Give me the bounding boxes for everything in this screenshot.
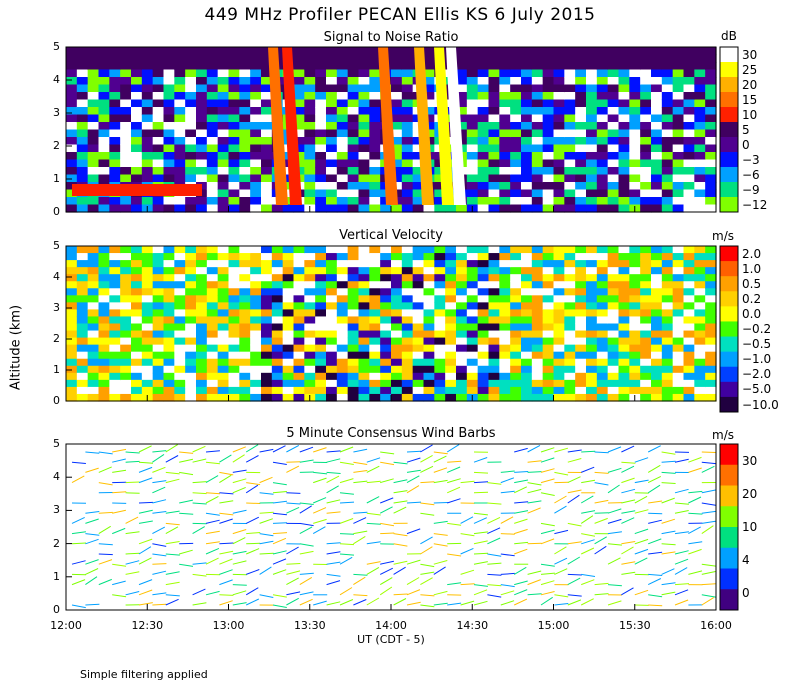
panel-title-snr: Signal to Noise Ratio (323, 30, 459, 45)
colorbar-label: −9 (742, 182, 760, 197)
wind-barbs (71, 444, 716, 609)
x-tick-label: 13:00 (212, 619, 245, 632)
y-tick-label: 3 (53, 301, 60, 314)
y-tick-label: 1 (53, 569, 60, 583)
y-tick-label: 4 (53, 270, 60, 283)
x-tick-label: 14:00 (375, 619, 407, 632)
colorbar-label: 5 (742, 122, 750, 137)
colorbar-label: −6 (742, 167, 760, 182)
colorbar-label: 15 (742, 92, 758, 107)
y-tick-label: 2 (53, 139, 60, 152)
chart-title: 449 MHz Profiler PECAN Ellis KS 6 July 2… (204, 5, 596, 25)
colorbar-label: 30 (742, 47, 758, 62)
colorbar-label: 4 (742, 553, 750, 568)
x-tick-label: 15:30 (618, 619, 651, 632)
colorbar-label: 0 (742, 586, 750, 601)
colorbar-label: 30 (742, 453, 758, 468)
panel-title-winds: 5 Minute Consensus Wind Barbs (286, 426, 496, 441)
colorbar-label: 10 (742, 107, 758, 122)
colorbar-label: 25 (742, 62, 758, 77)
colorbar-label: −2.0 (742, 367, 772, 382)
y-tick-label: 2 (53, 332, 60, 345)
x-axis-label: UT (CDT - 5) (357, 633, 425, 646)
y-tick-label: 4 (53, 73, 60, 86)
colorbar-unit-velocity: m/s (712, 229, 734, 243)
filter-note: Simple filtering applied (80, 668, 208, 681)
y-tick-label: 5 (53, 40, 60, 53)
colorbar-label: −5.0 (742, 382, 772, 397)
y-tick-label: 1 (53, 172, 60, 185)
y-tick-label: 5 (53, 437, 60, 450)
snr-plumes (72, 47, 466, 205)
colorbar-unit-snr: dB (721, 29, 737, 43)
colorbar-label: −3 (742, 152, 760, 167)
y-tick-label: 5 (53, 239, 60, 252)
y-tick-label: 4 (53, 470, 60, 484)
colorbar-label: −10.0 (742, 397, 779, 412)
colorbar-label: 0.5 (742, 276, 762, 291)
colorbar-label: 20 (742, 77, 758, 92)
colorbar-label: −0.2 (742, 322, 772, 336)
x-tick-label: 13:30 (293, 619, 326, 632)
colorbar-label: 0.2 (742, 291, 762, 306)
y-tick-label: 3 (53, 503, 60, 517)
colorbar-unit-winds: m/s (712, 428, 734, 442)
colorbar-label: 2.0 (742, 246, 762, 261)
y-tick-label: 0 (53, 394, 60, 407)
panel-title-velocity: Vertical Velocity (339, 228, 443, 243)
y-tick-label: 1 (53, 363, 60, 376)
colorbar-label: −1.0 (742, 352, 772, 367)
colorbar-label: −0.5 (742, 337, 772, 352)
colorbar-label: 20 (742, 486, 758, 501)
snr-field (66, 47, 717, 213)
x-tick-label: 16:00 (700, 619, 732, 632)
x-tick-label: 12:30 (131, 619, 164, 632)
x-tick-label: 15:00 (537, 619, 570, 632)
colorbar-label: 0 (742, 137, 750, 152)
y-tick-label: 0 (53, 205, 60, 218)
velocity-field (66, 246, 717, 402)
colorbar-label: 10 (742, 520, 758, 534)
colorbar (719, 46, 739, 213)
colorbar (719, 443, 739, 611)
colorbar-label: 1.0 (742, 261, 762, 276)
x-tick-label: 14:30 (456, 619, 489, 632)
x-tick-label: 12:00 (50, 619, 82, 632)
y-tick-label: 3 (53, 106, 60, 119)
y-tick-label: 2 (53, 536, 60, 550)
colorbar-label: 0.0 (742, 306, 762, 321)
colorbar-label: −12 (742, 197, 768, 212)
colorbar (719, 245, 739, 413)
y-tick-label: 0 (53, 603, 60, 616)
